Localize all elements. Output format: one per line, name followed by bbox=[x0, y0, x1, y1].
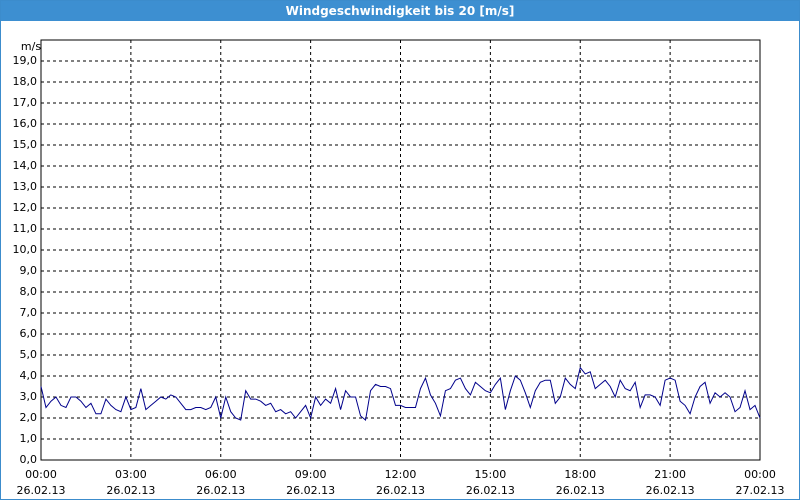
x-tick-label: 03:00 bbox=[115, 468, 147, 481]
chart: m/s 0,0 1,0 2,0 3,0 4,0 5,0 6,0 7,0 8,0 9,0 10,0 11… bbox=[13, 39, 785, 497]
y-tick-label: 8,0 bbox=[20, 285, 38, 298]
x-tick-label: 00:00 bbox=[25, 468, 57, 481]
x-tick-date: 26.02.13 bbox=[286, 484, 335, 497]
y-tick-label: 9,0 bbox=[20, 264, 38, 277]
y-tick-label: 17,0 bbox=[13, 96, 38, 109]
y-tick-label: 12,0 bbox=[13, 201, 38, 214]
chart-title: Windgeschwindigkeit bis 20 [m/s] bbox=[1, 1, 799, 21]
data-line bbox=[40, 366, 761, 422]
x-tick-label: 12:00 bbox=[385, 468, 417, 481]
y-tick-label: 4,0 bbox=[20, 369, 38, 382]
x-tick-date: 26.02.13 bbox=[17, 484, 66, 497]
y-tick-label: 3,0 bbox=[20, 390, 38, 403]
y-tick-label: 11,0 bbox=[13, 222, 38, 235]
y-tick-label: 2,0 bbox=[20, 411, 38, 424]
y-tick-label: 19,0 bbox=[13, 54, 38, 67]
x-tick-label: 21:00 bbox=[654, 468, 686, 481]
y-tick-label: 18,0 bbox=[13, 75, 38, 88]
y-tick-label: 16,0 bbox=[13, 117, 38, 130]
y-tick-label: 15,0 bbox=[13, 138, 38, 151]
y-tick-label: 10,0 bbox=[13, 243, 38, 256]
x-tick-date: 26.02.13 bbox=[556, 484, 605, 497]
plot-border bbox=[40, 39, 761, 461]
x-tick-label: 06:00 bbox=[205, 468, 237, 481]
y-tick-label: 5,0 bbox=[20, 348, 38, 361]
x-tick-label: 00:00 bbox=[744, 468, 776, 481]
x-tick-label: 18:00 bbox=[564, 468, 596, 481]
x-tick-label: 09:00 bbox=[295, 468, 327, 481]
x-tick-date: 26.02.13 bbox=[466, 484, 515, 497]
x-tick-date: 26.02.13 bbox=[646, 484, 695, 497]
x-tick-date: 26.02.13 bbox=[376, 484, 425, 497]
x-tick-label: 15:00 bbox=[475, 468, 507, 481]
y-tick-label: 6,0 bbox=[20, 327, 38, 340]
y-tick-label: 0,0 bbox=[20, 453, 38, 466]
x-tick-date: 27.02.13 bbox=[736, 484, 785, 497]
y-tick-label: 13,0 bbox=[13, 180, 38, 193]
y-axis-label: m/s bbox=[21, 40, 41, 53]
y-tick-label: 14,0 bbox=[13, 159, 38, 172]
x-tick-date: 26.02.13 bbox=[196, 484, 245, 497]
y-tick-label: 1,0 bbox=[20, 432, 38, 445]
y-tick-label: 7,0 bbox=[20, 306, 38, 319]
x-tick-date: 26.02.13 bbox=[106, 484, 155, 497]
